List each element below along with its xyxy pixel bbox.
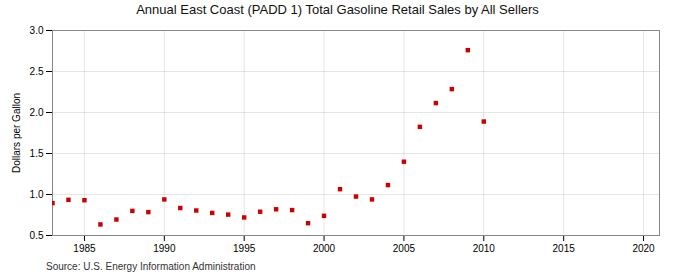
svg-text:2005: 2005: [393, 243, 416, 254]
svg-text:1995: 1995: [233, 243, 256, 254]
html-text:Source: U.S. Energy Informatio: Source: U.S. Energy Information Administ…: [46, 261, 256, 272]
svg-text:0.5: 0.5: [30, 230, 44, 241]
svg-text:1.0: 1.0: [30, 189, 44, 200]
svg-text:2000: 2000: [313, 243, 336, 254]
svg-text:1985: 1985: [73, 243, 96, 254]
svg-text:2015: 2015: [553, 243, 576, 254]
svg-text:3.0: 3.0: [30, 25, 44, 36]
svg-text:2.5: 2.5: [30, 66, 44, 77]
svg-text:Dollars per Gallon: Dollars per Gallon: [11, 93, 22, 173]
html-text:Annual East Coast (PADD 1) Tot: Annual East Coast (PADD 1) Total Gasolin…: [136, 2, 539, 17]
svg-text:2020: 2020: [632, 243, 655, 254]
svg-text:2010: 2010: [473, 243, 496, 254]
svg-text:2.0: 2.0: [30, 107, 44, 118]
svg-text:1.5: 1.5: [30, 148, 44, 159]
svg-text:1990: 1990: [153, 243, 176, 254]
